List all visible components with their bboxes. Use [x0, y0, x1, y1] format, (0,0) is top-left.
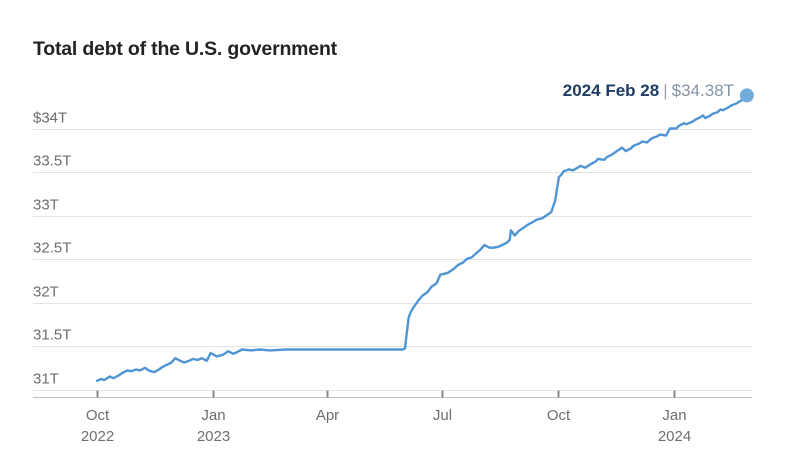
latest-value-annotation: 2024 Feb 28 | $34.38T — [563, 81, 734, 101]
y-axis-label: 33T — [33, 197, 59, 214]
y-axis-label: $34T — [33, 110, 67, 127]
x-axis-year-label: 2024 — [658, 428, 691, 445]
debt-line — [95, 94, 749, 382]
annotation-date: 2024 Feb 28 — [562, 81, 660, 100]
y-axis-label: 33.5T — [33, 153, 71, 170]
x-axis-month-label: Apr — [316, 407, 339, 424]
y-axis-labels: $34T 33.5T 33T 32.5T 32T 31.5T 31T — [33, 110, 71, 388]
chart-title: Total debt of the U.S. government — [33, 38, 337, 60]
gridlines — [33, 129, 752, 391]
annotation-separator: | — [663, 81, 668, 100]
y-axis-label: 32.5T — [33, 240, 71, 257]
x-axis-month-label: Jul — [433, 407, 452, 424]
x-axis-month-label: Jan — [201, 407, 225, 424]
x-axis-month-label: Oct — [547, 407, 571, 424]
x-axis-month-label: Oct — [86, 407, 110, 424]
y-axis-label: 32T — [33, 284, 59, 301]
x-axis-year-label: 2022 — [81, 428, 114, 445]
y-axis-label: 31T — [33, 371, 59, 388]
x-axis — [33, 390, 752, 398]
annotation-value: $34.38T — [671, 81, 734, 100]
end-point-marker — [739, 88, 754, 103]
x-axis-year-label: 2023 — [197, 428, 230, 445]
debt-line-series — [95, 88, 754, 382]
x-axis-month-label: Jan — [662, 407, 686, 424]
y-axis-label: 31.5T — [33, 327, 71, 344]
x-axis-labels: Oct 2022 Jan 2023 Apr Jul Oct Jan 2024 — [81, 407, 691, 445]
